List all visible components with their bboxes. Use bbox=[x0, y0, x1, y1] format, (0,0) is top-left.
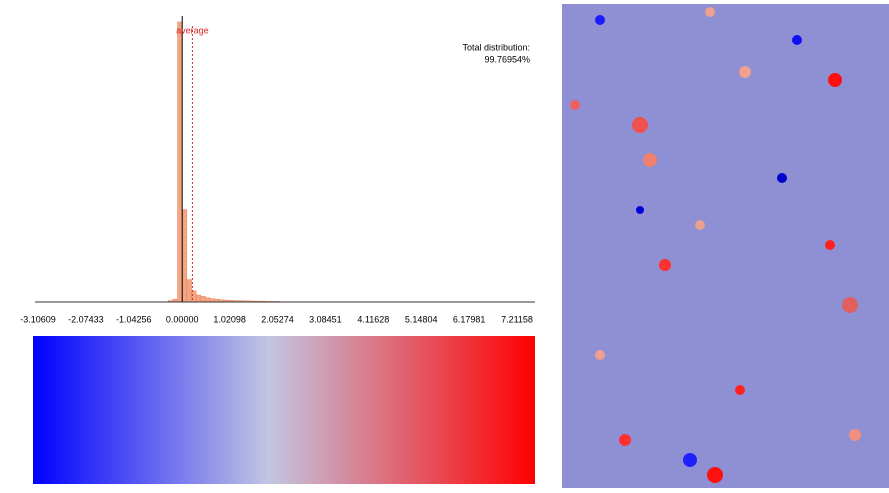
x-tick-label: -1.04256 bbox=[116, 314, 152, 324]
total-label: Total distribution: bbox=[462, 42, 530, 52]
x-tick-label: 1.02098 bbox=[213, 314, 246, 324]
map-image bbox=[562, 4, 889, 488]
bar bbox=[187, 280, 192, 302]
average-label: average bbox=[176, 25, 209, 35]
colorbar bbox=[33, 336, 535, 484]
x-tick-label: 4.11628 bbox=[357, 314, 389, 324]
bar bbox=[196, 295, 201, 302]
x-tick-label: 0.00000 bbox=[166, 314, 199, 324]
x-tick-label: -3.10609 bbox=[20, 314, 56, 324]
x-tick-label: 3.08451 bbox=[309, 314, 342, 324]
bar bbox=[178, 22, 183, 302]
x-tick-label: -2.07433 bbox=[68, 314, 104, 324]
x-tick-label: 7.21158 bbox=[501, 314, 533, 324]
x-tick-label: 5.14804 bbox=[405, 314, 438, 324]
bar bbox=[205, 298, 210, 302]
bar bbox=[182, 210, 187, 302]
bar bbox=[191, 291, 196, 302]
total-value: 99.76954% bbox=[484, 54, 530, 64]
x-tick-label: 2.05274 bbox=[261, 314, 294, 324]
bar bbox=[210, 299, 215, 302]
x-tick-label: 6.17981 bbox=[453, 314, 486, 324]
bar bbox=[201, 296, 206, 302]
chart: Total distribution: 99.76954% -3.10609 -2… bbox=[0, 0, 889, 488]
